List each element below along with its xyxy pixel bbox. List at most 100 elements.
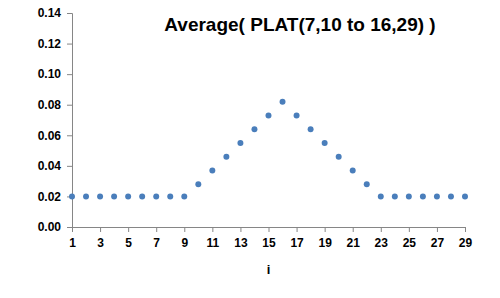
- x-tick-label: 21: [347, 236, 361, 250]
- y-tick-label: 0.12: [38, 37, 62, 51]
- x-tick-label: 27: [431, 236, 445, 250]
- x-axis: 1357911131517192123252729: [69, 227, 472, 250]
- point: [364, 181, 370, 187]
- point: [280, 99, 286, 105]
- x-tick-label: 7: [153, 236, 160, 250]
- y-tick-mark: [67, 166, 72, 167]
- point: [209, 167, 215, 173]
- point: [392, 193, 398, 199]
- y-tick-label: 0.06: [38, 129, 62, 143]
- x-tick-mark: [184, 227, 185, 232]
- x-tick: 13: [234, 227, 248, 250]
- y-tick: 0.06: [38, 129, 72, 143]
- point: [125, 193, 131, 199]
- point: [153, 193, 159, 199]
- x-tick-mark: [437, 227, 438, 232]
- point: [139, 193, 145, 199]
- x-tick-mark: [465, 227, 466, 232]
- y-tick-mark: [67, 13, 72, 14]
- point: [223, 154, 229, 160]
- y-tick-mark: [67, 227, 72, 228]
- x-tick-mark: [72, 227, 73, 232]
- x-tick-mark: [381, 227, 382, 232]
- x-tick-label: 17: [290, 236, 304, 250]
- point: [251, 126, 257, 132]
- x-tick-mark: [212, 227, 213, 232]
- point: [111, 193, 117, 199]
- x-tick-mark: [128, 227, 129, 232]
- x-tick-label: 11: [207, 236, 220, 250]
- point: [336, 154, 342, 160]
- x-tick: 7: [153, 227, 160, 250]
- x-tick-label: 29: [459, 236, 473, 250]
- y-tick-mark: [67, 105, 72, 106]
- x-axis-title: i: [267, 262, 271, 277]
- point: [83, 193, 89, 199]
- series: [69, 99, 468, 200]
- y-tick: 0.00: [38, 220, 72, 234]
- x-tick: 3: [97, 227, 104, 250]
- x-tick-mark: [409, 227, 410, 232]
- y-axis: 0.00 0.02 0.04 0.06 0.08 0.10 0.12 0.14: [38, 6, 73, 234]
- x-tick-label: 3: [97, 236, 104, 250]
- y-tick-mark: [67, 44, 72, 45]
- x-axis-line: [73, 228, 466, 233]
- x-tick-mark: [297, 227, 298, 232]
- y-tick-label: 0.10: [38, 67, 62, 81]
- y-tick: 0.08: [38, 98, 72, 112]
- x-tick-label: 23: [375, 236, 389, 250]
- point: [266, 112, 272, 118]
- point: [195, 181, 201, 187]
- y-tick-label: 0.04: [38, 159, 62, 173]
- x-tick-mark: [269, 227, 270, 232]
- point: [420, 193, 426, 199]
- y-tick-label: 0.14: [38, 6, 62, 20]
- point: [322, 140, 328, 146]
- marks: [69, 99, 468, 200]
- point: [434, 193, 440, 199]
- x-tick: 25: [403, 227, 417, 250]
- x-tick-mark: [353, 227, 354, 232]
- y-tick-mark: [67, 74, 72, 75]
- point: [378, 193, 384, 199]
- x-tick: 11: [207, 227, 220, 250]
- point: [448, 193, 454, 199]
- y-tick: 0.14: [38, 6, 72, 20]
- point: [181, 193, 187, 199]
- point: [294, 112, 300, 118]
- x-tick-label: 19: [318, 236, 332, 250]
- x-tick: 23: [375, 227, 389, 250]
- x-tick-label: 13: [234, 236, 248, 250]
- x-tick-label: 9: [181, 236, 188, 250]
- x-tick-label: 5: [125, 236, 132, 250]
- x-tick: 15: [262, 227, 276, 250]
- point: [462, 193, 468, 199]
- y-tick-mark: [67, 135, 72, 136]
- x-tick-mark: [325, 227, 326, 232]
- x-tick-label: 25: [403, 236, 417, 250]
- y-tick: 0.02: [38, 190, 72, 204]
- point: [167, 193, 173, 199]
- point: [350, 167, 356, 173]
- point: [97, 193, 103, 199]
- y-tick: 0.04: [38, 159, 72, 173]
- x-tick-label: 1: [69, 236, 76, 250]
- y-tick: 0.12: [38, 37, 72, 51]
- point: [69, 193, 75, 199]
- x-tick: 27: [431, 227, 445, 250]
- y-tick-label: 0.02: [38, 190, 62, 204]
- y-tick-label: 0.08: [38, 98, 62, 112]
- point: [308, 126, 314, 132]
- x-tick: 1: [69, 227, 76, 250]
- x-tick: 29: [459, 227, 473, 250]
- x-tick: 17: [290, 227, 304, 250]
- y-tick-label: 0.00: [38, 220, 62, 234]
- x-tick: 21: [347, 227, 361, 250]
- point: [237, 140, 243, 146]
- x-tick: 5: [125, 227, 132, 250]
- x-tick-mark: [100, 227, 101, 232]
- title: Average( PLAT(7,10 to 16,29) ): [164, 14, 435, 35]
- x-tick: 19: [318, 227, 332, 250]
- x-tick-label: 15: [262, 236, 276, 250]
- chart: 0.000.020.040.060.080.100.120.1413579111…: [0, 0, 500, 298]
